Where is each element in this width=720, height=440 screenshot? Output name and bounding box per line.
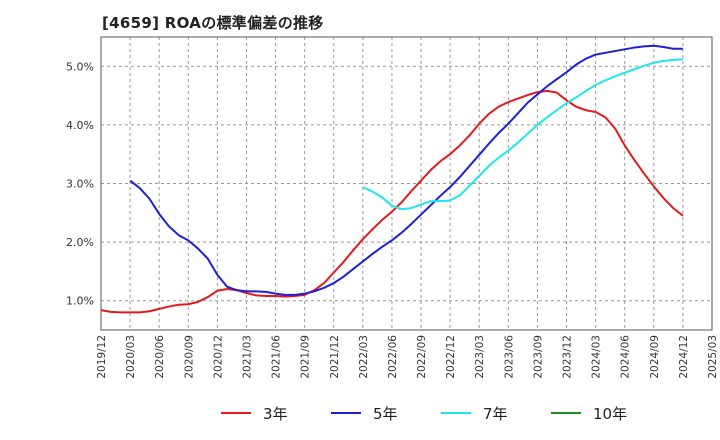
- x-tick-label: 2025/03: [707, 335, 719, 379]
- x-tick-label: 2021/09: [300, 335, 312, 379]
- x-tick-label: 2023/12: [562, 335, 574, 379]
- y-tick-label: 4.0%: [66, 119, 94, 132]
- x-tick-label: 2022/06: [387, 335, 399, 379]
- legend-label: 10年: [593, 404, 628, 423]
- legend-label: 7年: [483, 404, 508, 423]
- axes: [100, 36, 713, 331]
- legend-item: 3年: [221, 401, 288, 425]
- x-tick-label: 2024/06: [620, 335, 632, 379]
- legend-swatch: [221, 412, 251, 414]
- y-tick-label: 5.0%: [66, 60, 94, 73]
- x-tick-label: 2024/03: [591, 335, 603, 379]
- x-tick-label: 2020/03: [125, 335, 137, 379]
- series-line-5年: [129, 44, 683, 296]
- series-lines: [100, 44, 684, 314]
- x-tick-label: 2020/09: [183, 335, 195, 379]
- grid-lines: [101, 37, 712, 330]
- legend-item: 7年: [441, 401, 508, 425]
- legend: 3年 5年 7年 10年: [0, 401, 720, 425]
- x-tick-label: 2023/06: [503, 335, 515, 379]
- x-tick-label: 2024/09: [649, 335, 661, 379]
- legend-swatch: [441, 412, 471, 414]
- series-line-3年: [100, 89, 684, 314]
- x-tick-label: 2023/03: [474, 335, 486, 379]
- legend-swatch: [331, 412, 361, 414]
- y-tick-label: 1.0%: [66, 295, 94, 308]
- x-tick-label: 2023/09: [532, 335, 544, 379]
- x-tick-label: 2022/03: [358, 335, 370, 379]
- chart-title: [4659] ROAの標準偏差の推移: [102, 14, 324, 32]
- x-tick-label: 2022/09: [416, 335, 428, 379]
- series-line-7年: [362, 58, 683, 211]
- legend-label: 5年: [373, 404, 398, 423]
- x-tick-label: 2020/06: [154, 335, 166, 379]
- x-tick-label: 2019/12: [96, 335, 108, 379]
- x-tick-label: 2020/12: [212, 335, 224, 379]
- x-tick-label: 2024/12: [678, 335, 690, 379]
- x-tick-labels: 2019/12 2020/03 2020/06 2020/09 2020/12 2021/…: [96, 335, 719, 379]
- x-tick-label: 2021/06: [271, 335, 283, 379]
- x-tick-label: 2021/12: [329, 335, 341, 379]
- x-tick-label: 2021/03: [241, 335, 253, 379]
- y-tick-label: 2.0%: [66, 236, 94, 249]
- legend-label: 3年: [263, 404, 288, 423]
- y-tick-labels: 1.0% 2.0% 3.0% 4.0% 5.0%: [66, 60, 94, 307]
- y-tick-label: 3.0%: [66, 178, 94, 191]
- legend-swatch: [551, 412, 581, 414]
- legend-item: 5年: [331, 401, 398, 425]
- x-tick-label: 2022/12: [445, 335, 457, 379]
- legend-item: 10年: [551, 401, 627, 425]
- plot-frame: [100, 36, 713, 331]
